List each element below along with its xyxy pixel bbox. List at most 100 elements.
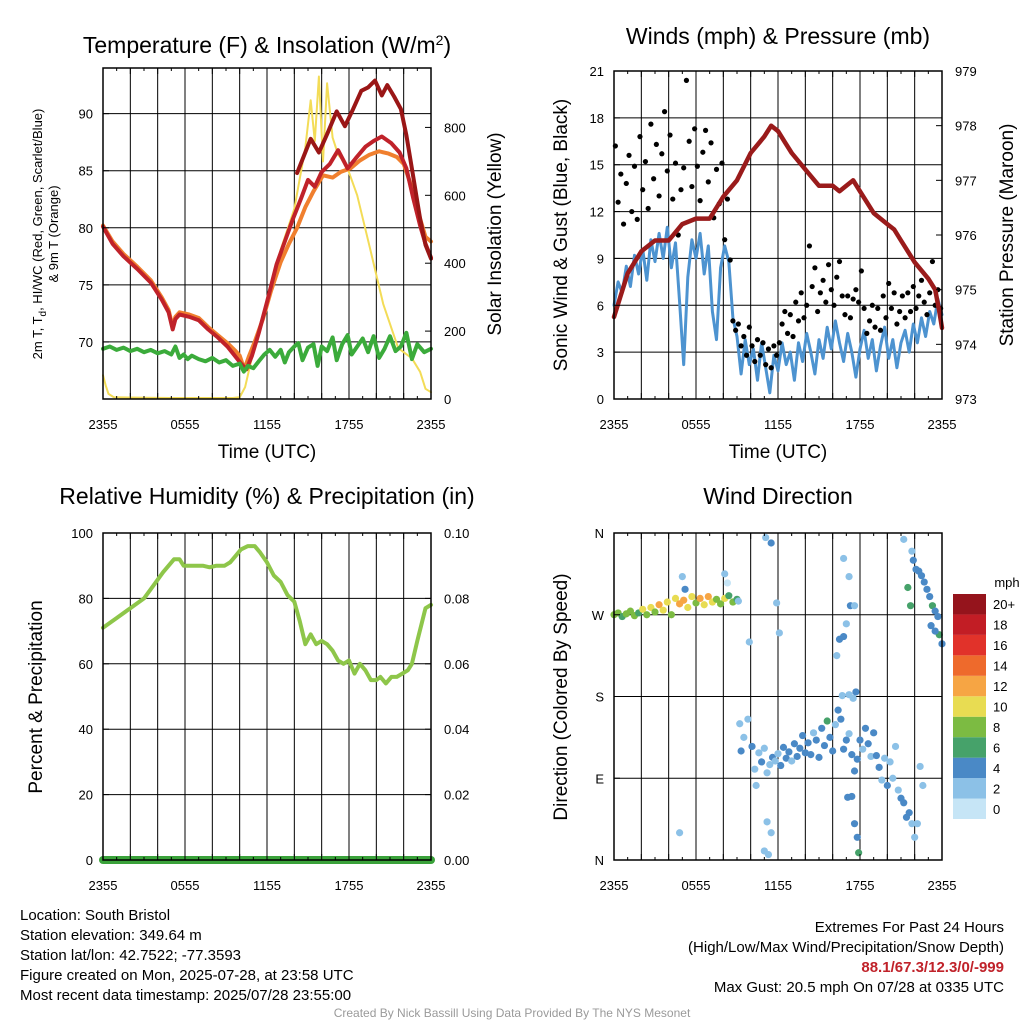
- credit-line: Created By Nick Bassill Using Data Provi…: [333, 1006, 691, 1020]
- direction-point: [875, 763, 883, 771]
- gust-point: [850, 296, 856, 302]
- y-tick-label: 9: [597, 251, 604, 266]
- gust-point: [845, 293, 851, 299]
- station-latlon: Station lat/lon: 42.7522; -77.3593: [20, 947, 242, 964]
- colorbar-swatch: [953, 757, 986, 779]
- direction-point: [891, 742, 900, 751]
- gust-point: [642, 158, 649, 165]
- gust-point: [771, 343, 777, 349]
- direction-point: [840, 554, 848, 563]
- gust-point: [686, 138, 692, 144]
- direction-point: [894, 786, 902, 794]
- direction-point: [801, 749, 809, 757]
- gust-point: [886, 280, 892, 287]
- gust-point: [834, 274, 840, 280]
- direction-point: [842, 620, 850, 628]
- gust-point: [798, 290, 804, 296]
- gust-point: [847, 315, 854, 321]
- gust-point: [779, 321, 785, 327]
- colorbar-unit: mph: [994, 575, 1019, 590]
- gust-point: [875, 305, 881, 312]
- direction-point: [788, 757, 796, 765]
- colorbar-swatch: [953, 798, 986, 819]
- gust-point: [836, 258, 843, 265]
- y-tick-label: 70: [79, 335, 93, 350]
- colorbar-label: 20+: [993, 597, 1015, 612]
- direction-point: [681, 585, 689, 593]
- extremes-values: 88.1/67.3/12.3/0/-999: [861, 959, 1004, 976]
- colorbar-label: 14: [993, 659, 1007, 674]
- direction-point: [845, 730, 853, 738]
- gust-point: [653, 141, 659, 148]
- direction-point: [928, 602, 937, 610]
- dewpoint-line: [101, 330, 433, 374]
- y-tick-label: N: [595, 526, 604, 541]
- gust-point: [757, 352, 763, 358]
- direction-point: [752, 781, 760, 790]
- gust-point: [749, 343, 755, 349]
- gust-point: [760, 340, 766, 346]
- precip-y-ticks: 0.00 0.02 0.04 0.06 0.08 0.10: [425, 526, 469, 868]
- direction-point: [740, 733, 748, 741]
- y-tick-label: 12: [590, 205, 604, 220]
- colorbar-swatch: [953, 614, 986, 635]
- gust-point: [899, 293, 905, 299]
- gust-point: [735, 321, 741, 327]
- temperature-x-label: Time (UTC): [218, 442, 317, 463]
- direction-point: [755, 749, 763, 757]
- gust-point: [700, 149, 706, 155]
- gust-point: [916, 293, 922, 299]
- y-tick-label: 20: [79, 788, 93, 803]
- direction-point: [773, 599, 781, 607]
- direction-point: [856, 736, 864, 744]
- gust-point: [664, 168, 670, 174]
- direction-point: [651, 608, 659, 616]
- gust-point: [620, 221, 627, 227]
- direction-point: [855, 849, 863, 857]
- gust-point: [918, 277, 925, 283]
- gust-point: [861, 305, 867, 312]
- direction-point: [748, 742, 756, 751]
- direction-point: [837, 715, 845, 723]
- direction-point: [745, 638, 753, 646]
- direction-point: [920, 578, 928, 586]
- winds-y-ticks: 0 3 6 9 12 15 18 21: [590, 64, 620, 407]
- gust-point: [702, 127, 709, 133]
- direction-point: [723, 579, 732, 587]
- gust-point: [804, 302, 810, 308]
- gust-point: [670, 196, 676, 202]
- gust-point: [746, 324, 752, 330]
- direction-point: [849, 694, 857, 702]
- gust-point: [634, 216, 640, 222]
- y-tick-label: 0.08: [444, 591, 469, 606]
- direction-point: [684, 603, 692, 612]
- gust-point: [924, 312, 930, 318]
- temperature-y-ticks: 70 75 80 85 90: [79, 107, 109, 350]
- colorbar-swatch: [953, 716, 986, 738]
- direction-point: [766, 761, 774, 769]
- direction-point: [853, 755, 861, 763]
- x-tick-label: 2355: [928, 878, 957, 893]
- gust-point: [784, 330, 791, 336]
- gust-point: [631, 163, 638, 169]
- direction-point: [818, 724, 826, 732]
- direction-point: [736, 720, 744, 728]
- wind-direction-title: Wind Direction: [703, 483, 853, 509]
- x-tick-label: 0555: [682, 878, 711, 893]
- direction-point: [834, 706, 842, 714]
- gust-point: [853, 287, 859, 293]
- direction-point: [744, 715, 752, 723]
- wind-direction-y-ticks: N E S W N: [592, 526, 620, 868]
- gust-point: [880, 293, 886, 299]
- direction-point: [840, 745, 848, 753]
- y-tick-label: 0: [597, 392, 604, 407]
- direction-point: [909, 556, 917, 564]
- direction-point: [704, 592, 712, 601]
- y-tick-label: 60: [79, 657, 93, 672]
- direction-point: [678, 573, 686, 581]
- y-tick-label: 974: [955, 337, 977, 352]
- direction-point: [793, 752, 801, 761]
- gust-point: [812, 265, 818, 271]
- x-tick-label: 2355: [89, 878, 118, 893]
- gust-point: [724, 196, 731, 202]
